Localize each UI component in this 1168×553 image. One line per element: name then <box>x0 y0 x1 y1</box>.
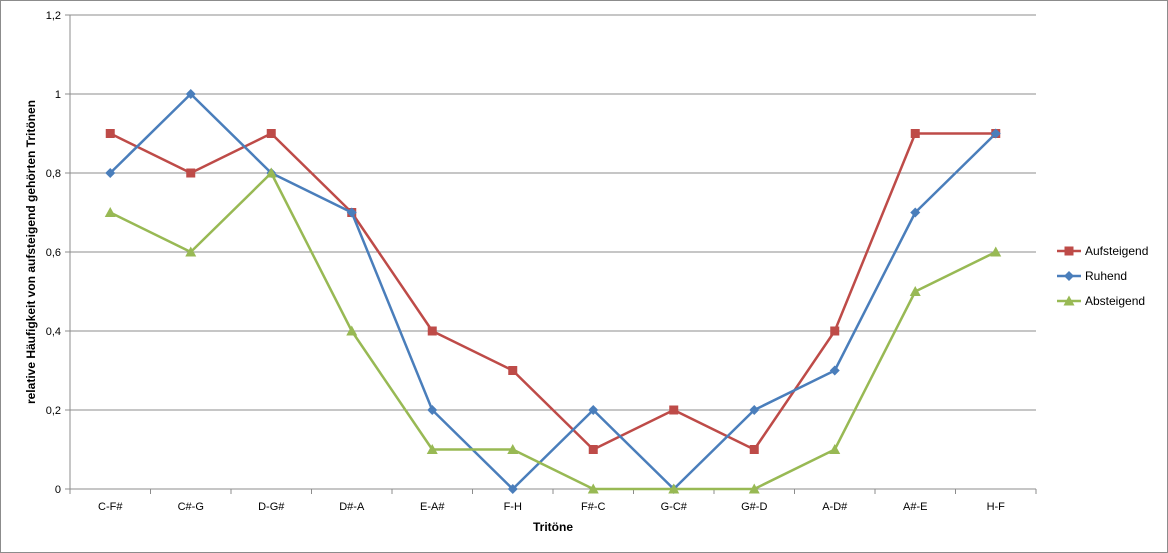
data-point-ruhend <box>427 405 438 415</box>
legend-label-aufsteigend: Aufsteigend <box>1085 244 1148 258</box>
data-point-absteigend <box>829 444 841 454</box>
data-point-aufsteigend <box>266 129 276 138</box>
data-point-absteigend <box>426 444 438 454</box>
y-tick-label: 1,2 <box>46 10 61 22</box>
data-point-absteigend <box>909 286 921 296</box>
x-tick-label: C#-G <box>178 501 204 513</box>
data-point-absteigend <box>185 246 197 257</box>
x-tick-label: C-F# <box>98 501 123 513</box>
data-point-absteigend <box>265 167 277 178</box>
data-point-absteigend <box>990 246 1002 257</box>
data-point-absteigend <box>507 444 519 454</box>
data-point-absteigend <box>668 483 680 494</box>
x-tick-label: A#-E <box>903 501 927 513</box>
x-tick-label: D-G# <box>258 501 285 513</box>
x-tick-labels: C-F# C#-G D-G# D#-A E-A# F-H F#-C G-C# G#-D A-D# A… <box>98 501 1005 513</box>
series-lines <box>104 89 1002 494</box>
y-tick-label: 1 <box>55 89 61 101</box>
data-point-ruhend <box>749 405 760 415</box>
data-point-aufsteigend <box>669 405 679 415</box>
x-tick-label: G-C# <box>661 501 688 513</box>
x-tick-label: F-H <box>504 501 522 513</box>
x-tick-label: D#-A <box>339 501 365 513</box>
data-point-ruhend <box>346 207 357 218</box>
legend-label-absteigend: Absteigend <box>1085 294 1145 308</box>
data-point-aufsteigend <box>186 168 196 178</box>
data-point-absteigend <box>587 483 599 494</box>
data-point-aufsteigend <box>749 445 759 454</box>
legend-marker-ruhend <box>1064 271 1074 281</box>
x-tick-label: A-D# <box>822 501 848 513</box>
data-point-ruhend <box>829 365 840 376</box>
y-tick-label: 0,2 <box>46 405 61 417</box>
legend-marker-absteigend <box>1063 295 1075 306</box>
y-tick-label: 0,8 <box>46 168 61 180</box>
y-tick-label: 0,4 <box>46 326 61 338</box>
x-tick-label: F#-C <box>581 501 606 513</box>
legend-label-ruhend: Ruhend <box>1085 269 1127 283</box>
x-tick-label: E-A# <box>420 501 445 513</box>
data-point-aufsteigend <box>105 129 115 138</box>
data-point-absteigend <box>346 325 358 336</box>
data-point-aufsteigend <box>830 326 840 336</box>
y-axis-title: relative Häufigkeit von aufsteigend gehö… <box>24 100 38 404</box>
axes <box>65 14 1037 494</box>
data-point-aufsteigend <box>588 445 598 454</box>
legend-marker-aufsteigend <box>1064 246 1074 256</box>
y-tick-label: 0,6 <box>46 247 61 259</box>
data-point-absteigend <box>104 207 116 217</box>
data-point-ruhend <box>588 405 599 415</box>
data-point-ruhend <box>990 128 1001 139</box>
data-point-aufsteigend <box>508 366 518 375</box>
y-tick-labels: 0 0,2 0,4 0,6 0,8 1 1,2 <box>46 10 61 496</box>
series-line-aufsteigend <box>109 132 996 451</box>
data-point-ruhend <box>910 207 921 218</box>
data-point-aufsteigend <box>910 129 920 138</box>
y-tick-label: 0 <box>55 484 61 496</box>
x-axis-title: Tritöne <box>533 520 573 534</box>
series-line-absteigend <box>109 171 997 491</box>
gridlines <box>70 14 1036 411</box>
data-point-ruhend <box>507 484 518 494</box>
data-point-ruhend <box>105 168 116 178</box>
data-point-aufsteigend <box>427 326 437 336</box>
legend: Aufsteigend Ruhend Absteigend <box>1057 244 1148 308</box>
x-tick-label: H-F <box>987 501 1006 513</box>
series-line-ruhend <box>109 92 997 491</box>
x-tick-label: G#-D <box>741 501 767 513</box>
data-point-absteigend <box>748 483 760 494</box>
data-point-ruhend <box>185 89 196 99</box>
